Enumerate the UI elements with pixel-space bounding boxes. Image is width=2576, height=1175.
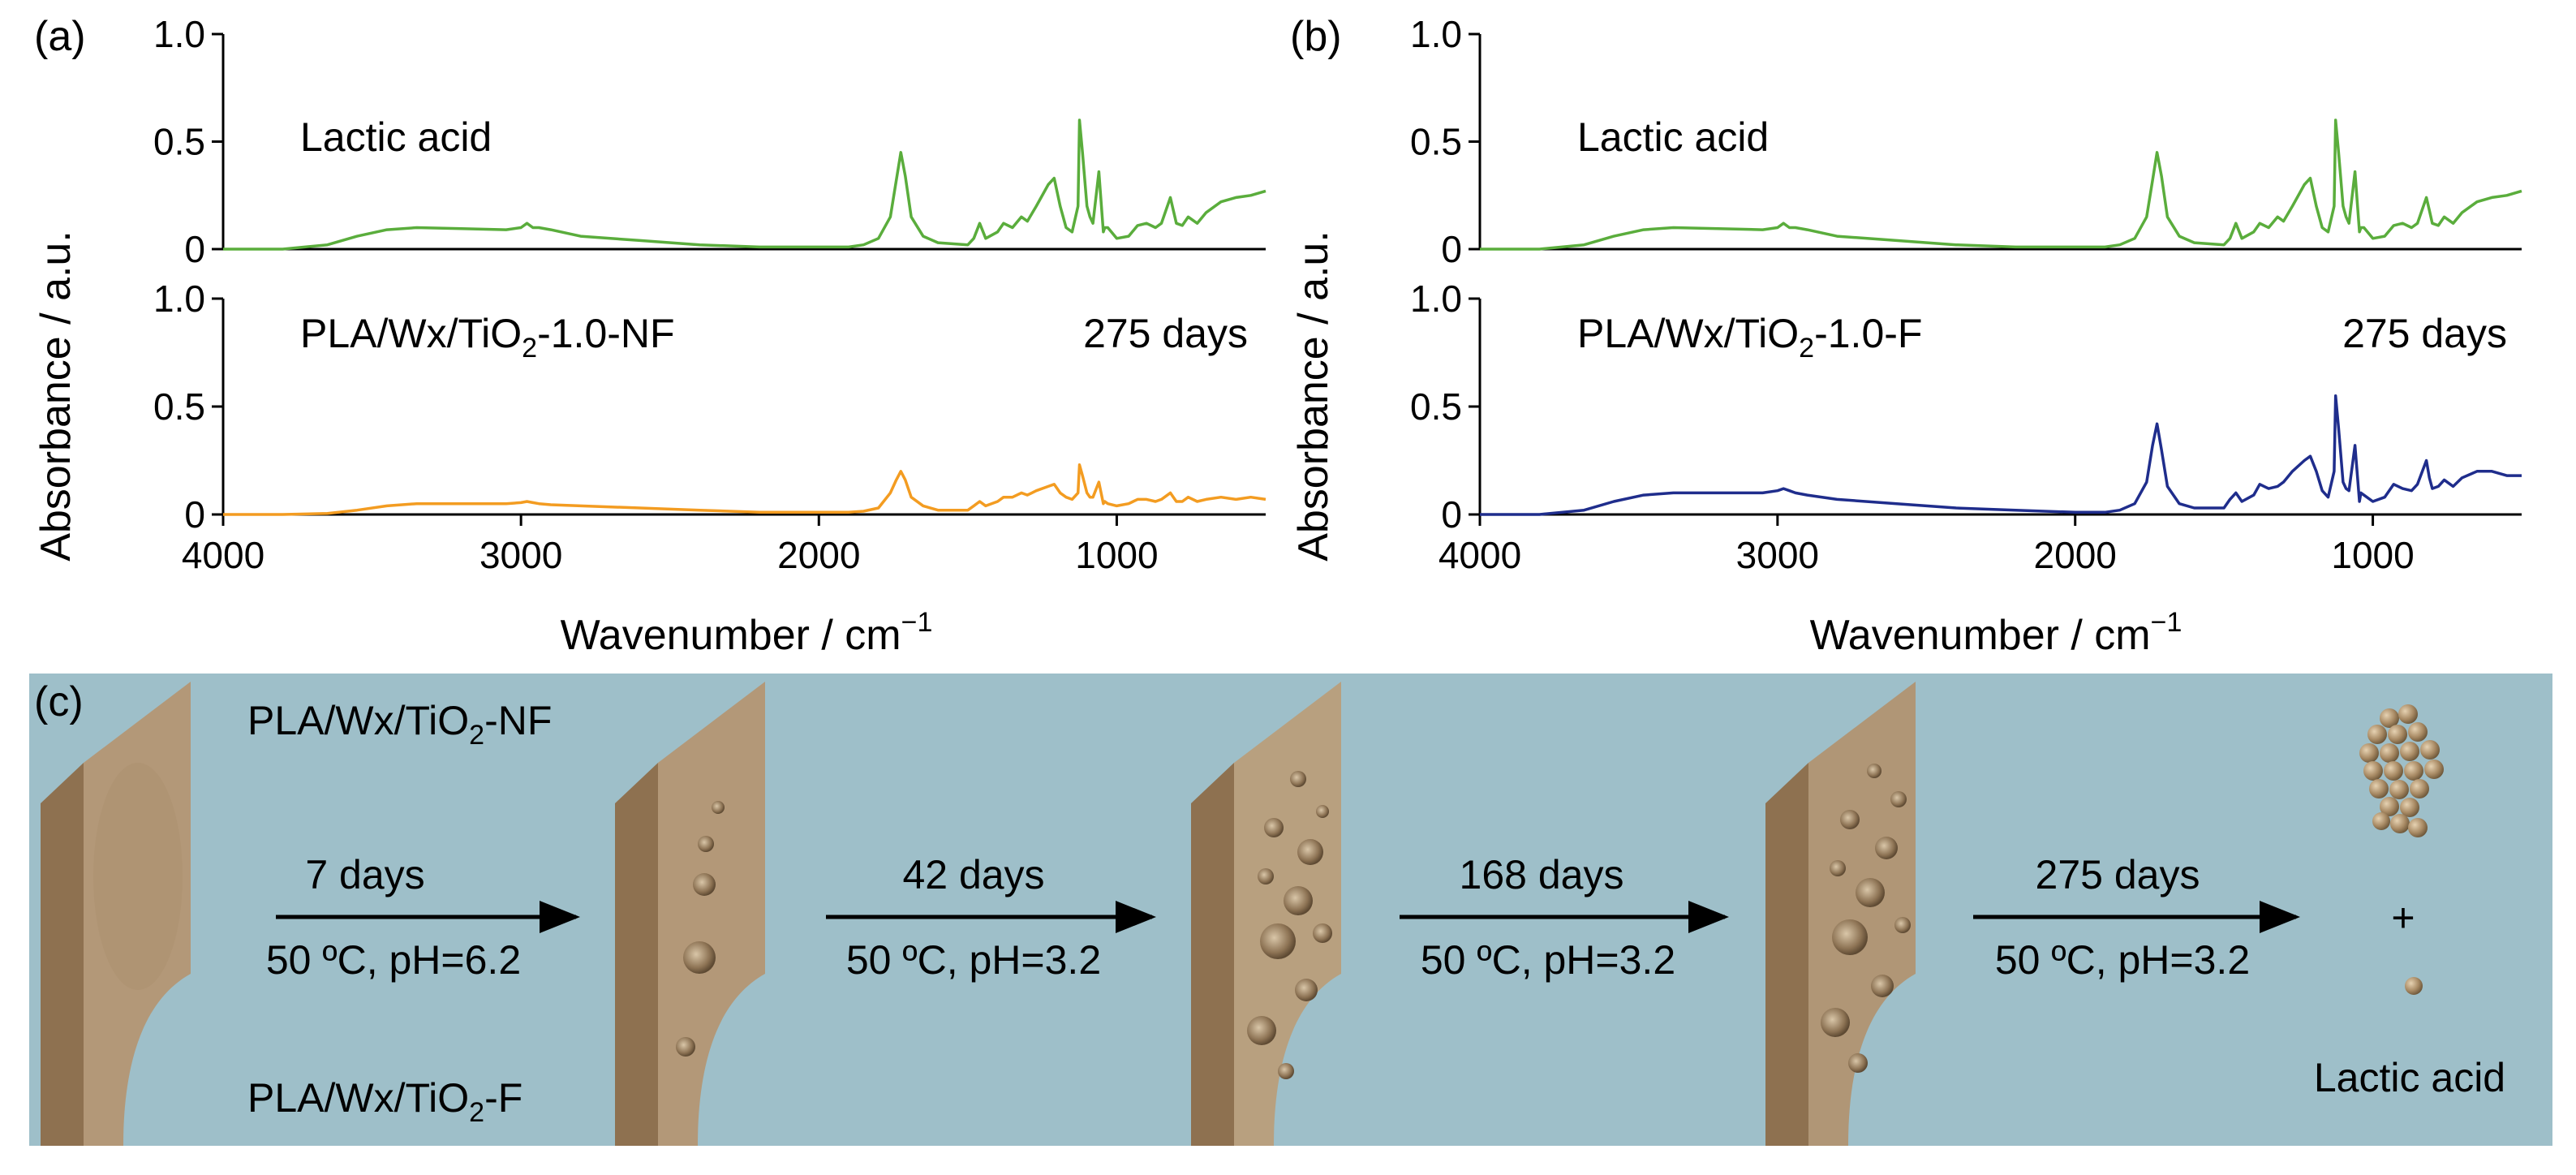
plot-b-top-label: Lactic acid: [1577, 114, 1769, 160]
panel-b-xlabel: Wavenumber / cm−1: [1810, 607, 2183, 659]
ytick-label: 0.5: [1410, 121, 1462, 163]
step-2: 42 days 50 ºC, pH=3.2: [826, 852, 1156, 983]
plot-b-bottom-xticks: 4000 3000 2000 1000: [1439, 514, 2415, 576]
panel-c-label: (c): [34, 678, 84, 725]
plot-a-bottom-yticks: 0 0.5 1.0: [153, 278, 223, 536]
ytick-label: 1.0: [153, 278, 205, 320]
panel-b: (b) Absorbance / a.u. Wavenumber / cm−1 …: [1290, 13, 2522, 659]
ytick-label: 0.5: [153, 385, 205, 428]
plot-b-bottom-label: PLA/Wx/TiO2-1.0-F: [1577, 311, 1922, 364]
xtick-label: 1000: [2331, 534, 2414, 576]
step-4: 275 days 50 ºC, pH=3.2: [1973, 852, 2300, 983]
plot-b-bottom-yticks: 0 0.5 1.0: [1410, 278, 1480, 536]
ytick-label: 0: [1441, 493, 1462, 536]
ytick-label: 1.0: [153, 13, 205, 55]
panel-b-xlabel-sup: −1: [2151, 607, 2183, 638]
plot-b-bottom-series: [1480, 394, 2522, 516]
xtick-label: 3000: [1736, 534, 1819, 576]
series-line: [223, 118, 1266, 251]
xtick-label: 2000: [2034, 534, 2117, 576]
step-2-condition: 50 ºC, pH=3.2: [846, 937, 1101, 983]
plot-a-top-series: [223, 118, 1266, 251]
ytick-label: 0.5: [153, 121, 205, 163]
xtick-label: 4000: [182, 534, 264, 576]
panel-a: (a) Absorbance / a.u. Wavenumber / cm−1 …: [32, 13, 1266, 659]
series-line: [223, 463, 1266, 516]
step-3-days: 168 days: [1460, 852, 1624, 897]
plot-a-top-yticks: 0 0.5 1.0: [153, 13, 223, 270]
panel-c: (c): [29, 674, 2552, 1146]
ytick-label: 1.0: [1410, 13, 1462, 55]
step-3-condition: 50 ºC, pH=3.2: [1421, 937, 1675, 983]
plot-a-top: 0 0.5 1.0 Lactic acid: [153, 13, 1266, 270]
plot-a-bottom-series: [223, 463, 1266, 516]
plot-b-top-series: [1480, 118, 2522, 251]
lactic-acid-bead: [2405, 977, 2423, 995]
panel-a-label: (a): [34, 13, 86, 60]
step-4-days: 275 days: [2036, 852, 2200, 897]
ytick-label: 0: [184, 493, 205, 536]
plot-a-bottom: 0 0.5 1.0 4000 3000 2000 1000 PLA/Wx/TiO2-1.0…: [153, 278, 1266, 576]
sample-stage-3: [1765, 682, 1916, 1146]
xtick-label: 4000: [1439, 534, 1521, 576]
product-label: Lactic acid: [2314, 1055, 2505, 1100]
panel-a-ylabel: Absorbance / a.u.: [32, 230, 80, 562]
ytick-label: 0.5: [1410, 385, 1462, 428]
panel-b-ylabel: Absorbance / a.u.: [1290, 230, 1337, 562]
xtick-label: 3000: [480, 534, 562, 576]
plot-a-top-label: Lactic acid: [300, 114, 492, 160]
plot-b-top: 0 0.5 1.0 Lactic acid: [1410, 13, 2522, 270]
sample-stage-1: [615, 682, 765, 1146]
lactic-acid-cluster: [2359, 704, 2444, 837]
panel-b-label: (b): [1290, 13, 1342, 60]
plot-b-top-yticks: 0 0.5 1.0: [1410, 13, 1480, 270]
sample-f-label: PLA/Wx/TiO2-F: [247, 1075, 523, 1128]
plus-sign: +: [2391, 895, 2415, 940]
plot-a-bottom-days: 275 days: [1083, 311, 1248, 356]
sample-stage-0: [41, 682, 191, 1146]
panel-a-xlabel: Wavenumber / cm−1: [561, 607, 933, 659]
step-4-condition: 50 ºC, pH=3.2: [1995, 937, 2250, 983]
step-3: 168 days 50 ºC, pH=3.2: [1400, 852, 1729, 983]
ytick-label: 0: [184, 228, 205, 270]
series-line: [1480, 394, 2522, 516]
plot-a-bottom-xticks: 4000 3000 2000 1000: [182, 514, 1159, 576]
step-1-days: 7 days: [305, 852, 424, 897]
ytick-label: 0: [1441, 228, 1462, 270]
series-line: [1480, 118, 2522, 251]
plot-a-bottom-label: PLA/Wx/TiO2-1.0-NF: [300, 311, 675, 364]
sample-stage-2: [1191, 682, 1341, 1146]
step-1-condition: 50 ºC, pH=6.2: [266, 937, 521, 983]
xtick-label: 1000: [1075, 534, 1158, 576]
step-1: 7 days 50 ºC, pH=6.2: [266, 852, 580, 983]
panel-a-xlabel-sup: −1: [901, 607, 933, 638]
plot-b-bottom: 0 0.5 1.0 4000 3000 2000 1000 PLA/Wx/TiO2-1.0…: [1410, 278, 2522, 576]
xtick-label: 2000: [777, 534, 860, 576]
sample-nf-label: PLA/Wx/TiO2-NF: [247, 698, 552, 751]
plot-b-bottom-days: 275 days: [2342, 311, 2507, 356]
step-2-days: 42 days: [902, 852, 1044, 897]
ytick-label: 1.0: [1410, 278, 1462, 320]
